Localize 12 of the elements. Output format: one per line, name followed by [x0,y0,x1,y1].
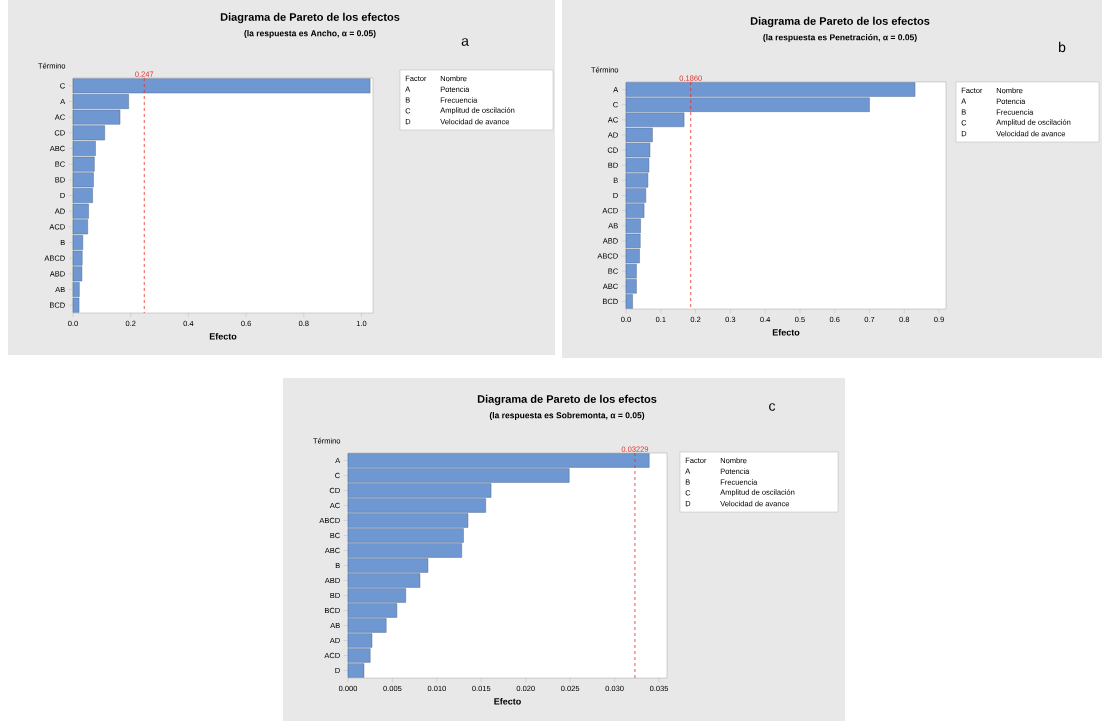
text: c [769,403,776,411]
x-axis-title: Efecto [772,328,800,336]
text: b [1059,41,1066,53]
x-axis-title: Efecto [209,332,237,340]
chart-title: Diagrama de Pareto de los efectos [220,12,400,24]
chart-title: Diagrama de Pareto de los efectos [750,16,930,28]
chart-subtitle: (la respuesta es Ancho, α = 0.05) [244,30,376,38]
x-axis-title: Efecto [494,697,521,705]
text: a [461,38,469,46]
chart-subtitle: (la respuesta es Sobremonta, α = 0.05) [489,412,645,420]
chart-subtitle: (la respuesta es Penetración, α = 0.05) [763,33,917,42]
chart-title: Diagrama de Pareto de los efectos [477,394,657,406]
